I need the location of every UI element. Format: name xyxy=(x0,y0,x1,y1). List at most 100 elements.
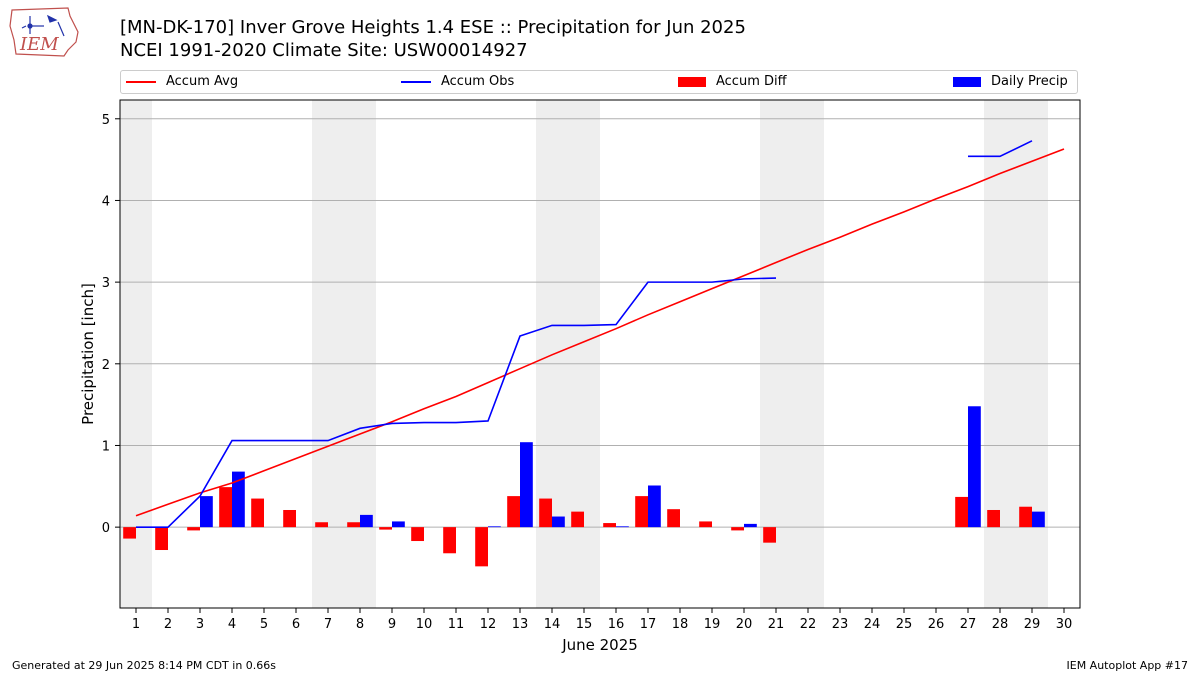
legend-item-accum-obs: Accum Obs xyxy=(401,74,514,89)
legend-item-daily-precip: Daily Precip xyxy=(953,74,1068,89)
diff-bar xyxy=(155,527,168,551)
diff-bar xyxy=(699,521,712,528)
weekend-shade xyxy=(792,100,824,608)
x-tick-label: 20 xyxy=(736,617,753,632)
daily-precip-bar xyxy=(744,523,757,528)
diff-bar xyxy=(731,527,744,531)
accum-obs-line xyxy=(136,277,777,528)
diff-bar xyxy=(379,527,392,530)
y-tick-label: 4 xyxy=(102,194,110,209)
x-tick-label: 25 xyxy=(896,617,913,632)
weekend-shade xyxy=(568,100,600,608)
weekend-shade xyxy=(1016,100,1048,608)
x-tick-label: 17 xyxy=(640,617,657,632)
daily-precip-bar xyxy=(552,516,565,528)
diff-bar xyxy=(411,527,424,542)
x-tick-label: 15 xyxy=(576,617,593,632)
weekend-shade xyxy=(984,100,1016,608)
diff-bar xyxy=(251,498,264,528)
x-tick-label: 10 xyxy=(416,617,433,632)
diff-bar xyxy=(507,496,520,528)
legend-item-accum-avg: Accum Avg xyxy=(126,74,238,89)
diff-bar xyxy=(571,511,584,528)
legend-swatch-accum-avg xyxy=(126,80,156,83)
daily-precip-bar xyxy=(392,521,405,528)
y-tick-label: 1 xyxy=(102,439,110,454)
diff-bar xyxy=(635,496,648,528)
x-tick-label: 18 xyxy=(672,617,689,632)
footer-generated-text: Generated at 29 Jun 2025 8:14 PM CDT in … xyxy=(12,659,277,672)
legend-label-accum-obs: Accum Obs xyxy=(441,74,515,89)
y-tick-label: 3 xyxy=(102,276,110,291)
x-tick-label: 8 xyxy=(356,617,364,632)
x-tick-label: 29 xyxy=(1024,617,1041,632)
x-axis-label: June 2025 xyxy=(561,636,638,654)
x-tick-label: 23 xyxy=(832,617,849,632)
weekend-shade xyxy=(312,100,344,608)
chart-title: [MN-DK-170] Inver Grove Heights 1.4 ESE … xyxy=(120,17,746,38)
legend-label-accum-diff: Accum Diff xyxy=(716,74,787,89)
x-tick-label: 1 xyxy=(132,617,140,632)
diff-bar xyxy=(443,527,456,554)
x-tick-label: 26 xyxy=(928,617,945,632)
x-tick-label: 21 xyxy=(768,617,785,632)
daily-precip-bar xyxy=(488,526,501,528)
x-tick-label: 3 xyxy=(196,617,204,632)
chart-subtitle: NCEI 1991-2020 Climate Site: USW00014927 xyxy=(120,40,528,61)
diff-bar xyxy=(475,527,488,567)
diff-bar xyxy=(219,487,232,528)
accum-obs-line xyxy=(968,140,1033,158)
x-tick-label: 12 xyxy=(480,617,497,632)
plot-frame xyxy=(119,99,1081,609)
x-tick-label: 4 xyxy=(228,617,236,632)
daily-precip-bar xyxy=(648,485,661,528)
x-tick-label: 27 xyxy=(960,617,977,632)
x-tick-label: 30 xyxy=(1056,617,1073,632)
daily-precip-bar xyxy=(200,496,213,528)
x-tick-label: 6 xyxy=(292,617,300,632)
diff-bar xyxy=(187,527,200,531)
x-tick-label: 13 xyxy=(512,617,529,632)
daily-precip-bar xyxy=(520,442,533,528)
legend-swatch-accum-diff xyxy=(678,76,706,87)
weekend-shade xyxy=(760,100,792,608)
diff-bar xyxy=(283,509,296,528)
legend-item-accum-diff: Accum Diff xyxy=(678,74,787,89)
diff-bar xyxy=(603,523,616,528)
legend-swatch-daily-precip xyxy=(953,76,981,87)
legend-label-accum-avg: Accum Avg xyxy=(166,74,239,89)
daily-precip-bar xyxy=(232,471,245,528)
x-tick-label: 24 xyxy=(864,617,881,632)
x-tick-label: 22 xyxy=(800,617,817,632)
diff-bar xyxy=(123,527,136,539)
diff-bar xyxy=(955,496,968,528)
logo-text: IEM xyxy=(19,34,59,55)
daily-precip-bar xyxy=(968,406,981,528)
diff-bar xyxy=(539,498,552,528)
legend-swatch-accum-obs xyxy=(401,80,431,83)
x-tick-label: 7 xyxy=(324,617,332,632)
x-tick-label: 9 xyxy=(388,617,396,632)
x-tick-label: 14 xyxy=(544,617,561,632)
diff-bar xyxy=(763,527,776,543)
weekend-shade xyxy=(120,100,152,608)
weekend-shade xyxy=(344,100,376,608)
daily-precip-bar xyxy=(360,514,373,528)
diff-bar xyxy=(667,509,680,528)
x-tick-label: 5 xyxy=(260,617,268,632)
x-tick-label: 11 xyxy=(448,617,465,632)
accum-avg-line xyxy=(135,148,1065,517)
y-tick-label: 0 xyxy=(102,521,110,536)
y-tick-label: 2 xyxy=(102,358,110,373)
x-tick-label: 16 xyxy=(608,617,625,632)
diff-bar xyxy=(987,509,1000,528)
x-tick-label: 19 xyxy=(704,617,721,632)
diff-bar xyxy=(347,522,360,528)
x-tick-label: 2 xyxy=(164,617,172,632)
footer-app-text: IEM Autoplot App #17 xyxy=(1066,659,1189,672)
y-axis-label: Precipitation [inch] xyxy=(79,283,97,425)
legend: Accum Avg Accum Obs Accum Diff Daily Pre… xyxy=(120,70,1078,94)
daily-precip-bar xyxy=(1032,511,1045,528)
legend-label-daily-precip: Daily Precip xyxy=(991,74,1068,89)
